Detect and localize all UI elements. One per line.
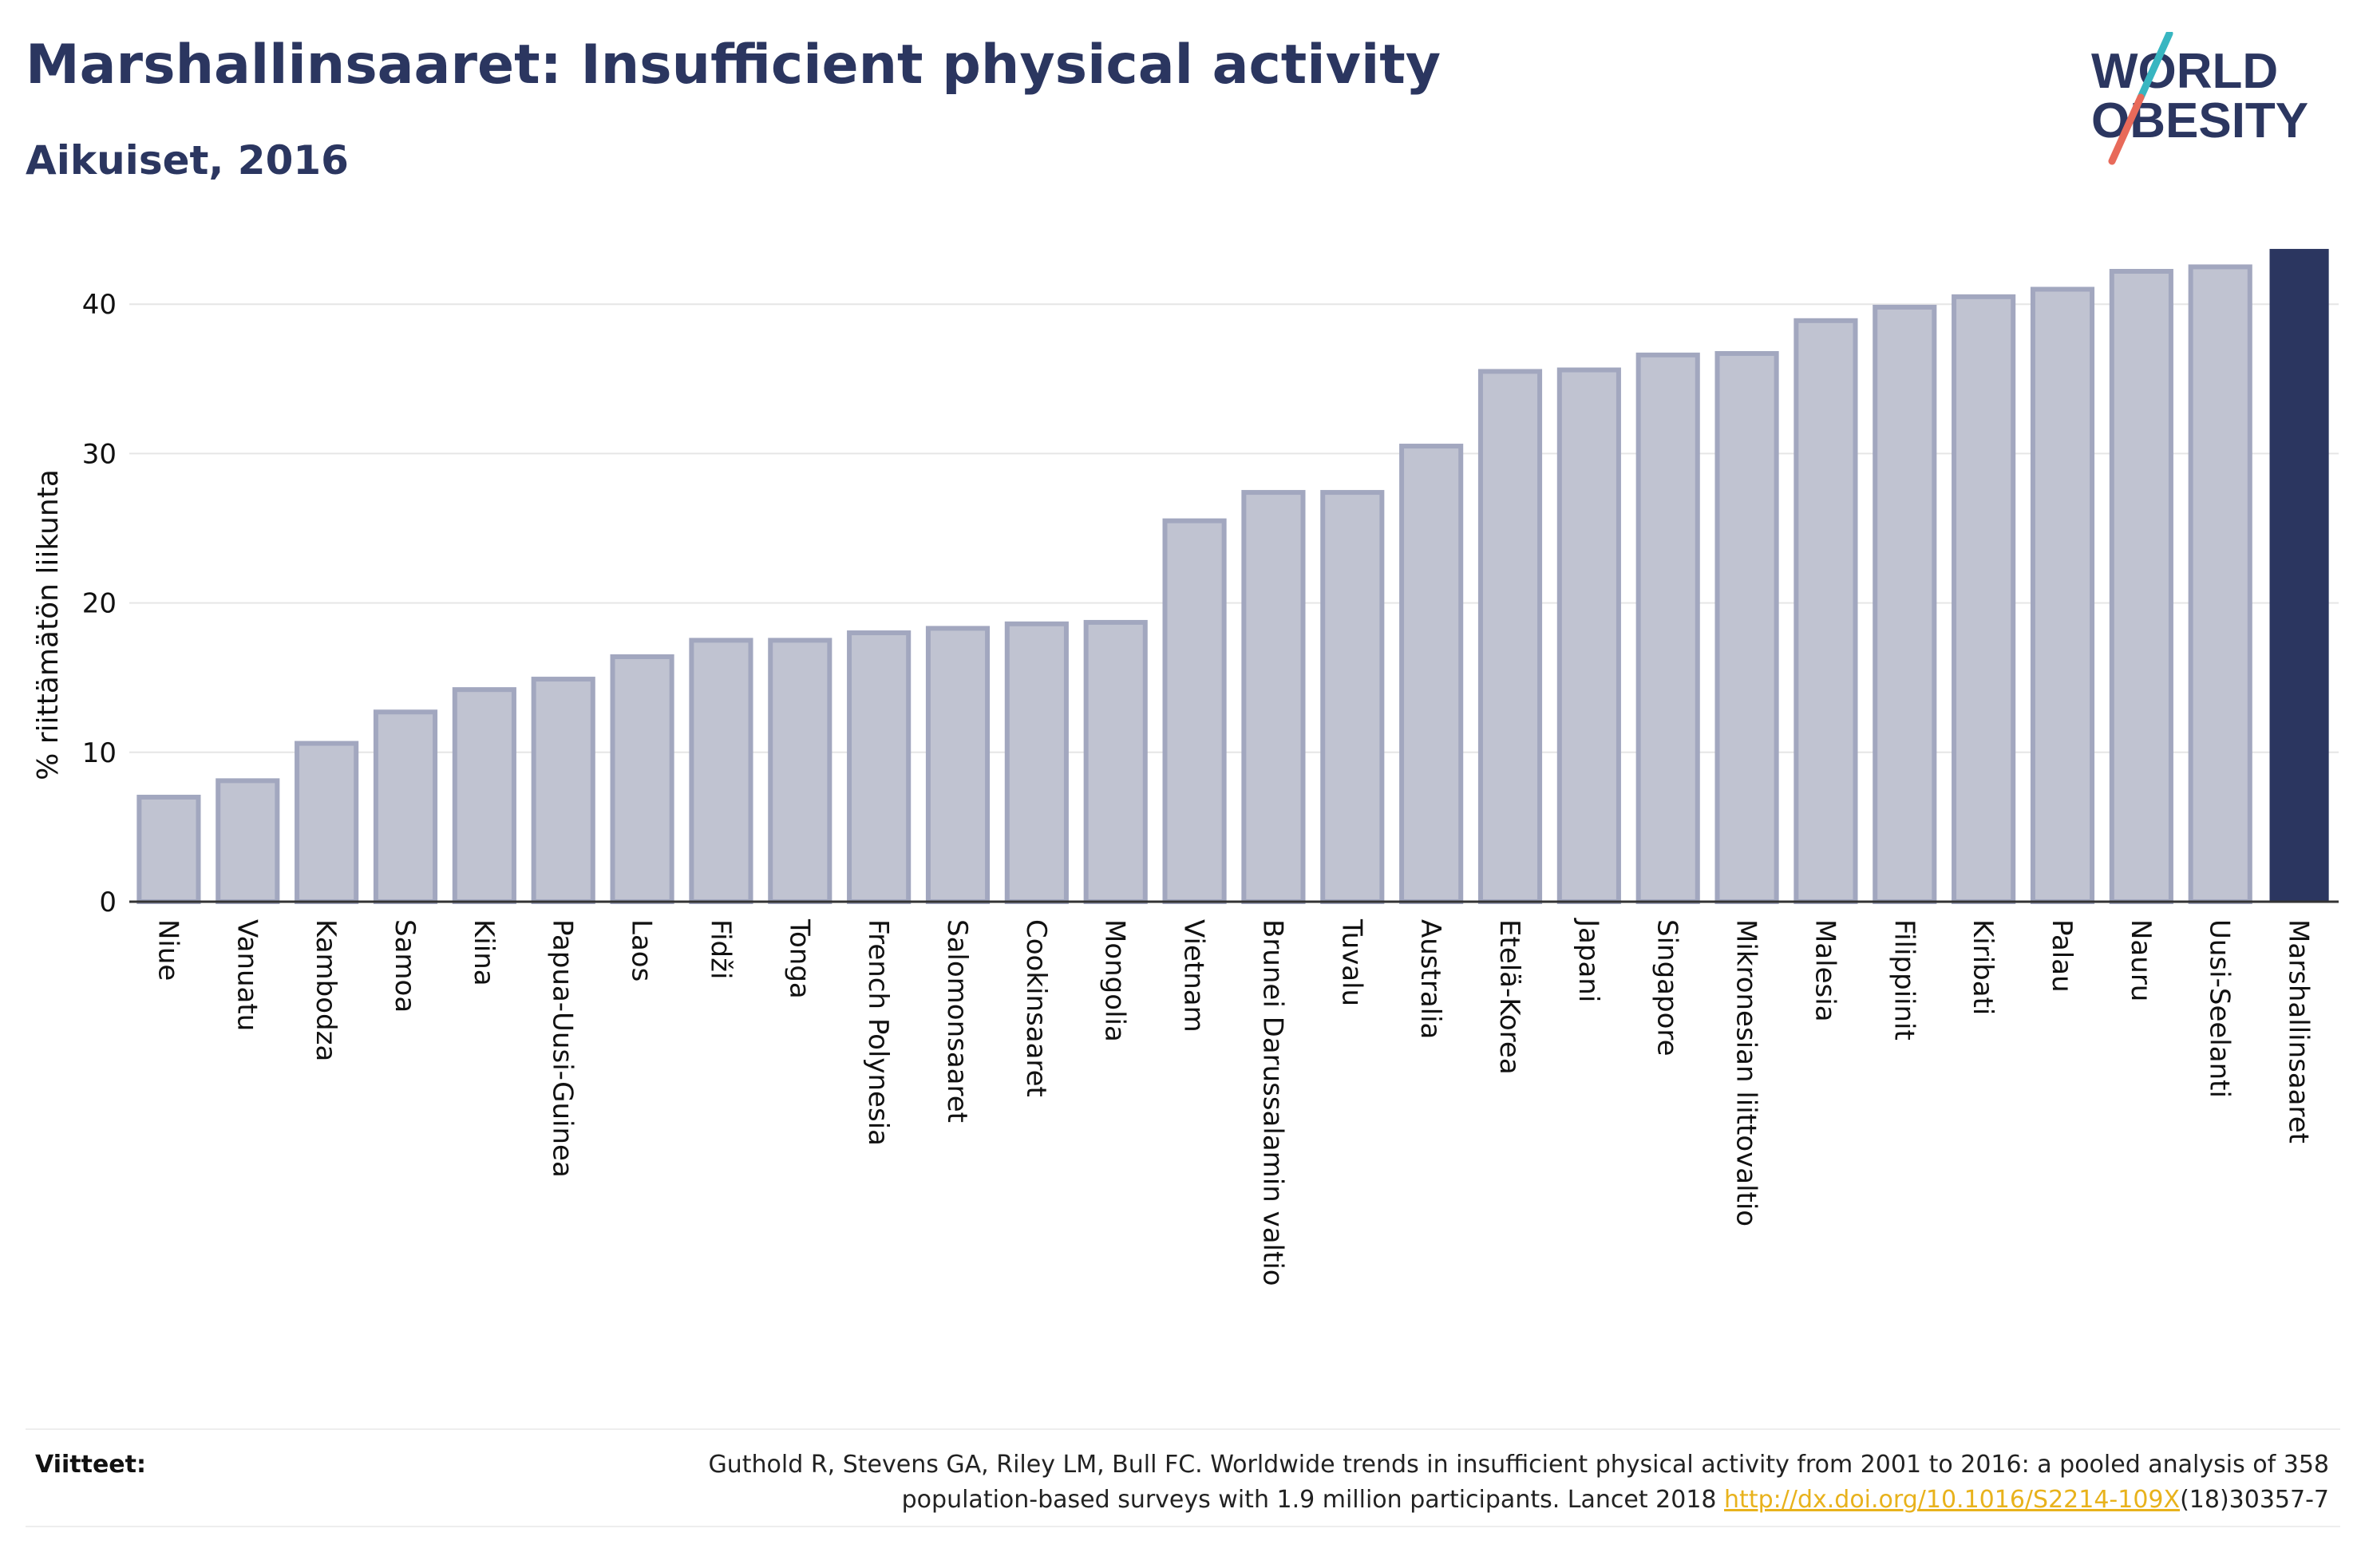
bar-brunei-darussalamin-valtio bbox=[1241, 490, 1306, 904]
world-obesity-logo: WORLD OBESITY bbox=[2091, 32, 2308, 165]
x-tick-label: Singapore bbox=[1651, 919, 1683, 1057]
references-line1: Guthold R, Stevens GA, Riley LM, Bull FC… bbox=[708, 1451, 2329, 1479]
x-tick-label: Vanuatu bbox=[231, 919, 263, 1031]
x-tick-label: Mikronesian liittovaltio bbox=[1730, 919, 1762, 1226]
y-tick-label: 40 bbox=[82, 289, 117, 321]
x-tick-label: Kambodza bbox=[310, 919, 342, 1061]
x-tick-label: French Polynesia bbox=[862, 919, 894, 1146]
references-divider-bottom bbox=[26, 1526, 2340, 1527]
x-tick-label: Palau bbox=[2046, 919, 2078, 993]
x-tick-label: Australia bbox=[1414, 919, 1446, 1039]
x-tick-label: Kiribati bbox=[1967, 919, 1999, 1015]
references-text: Guthold R, Stevens GA, Riley LM, Bull FC… bbox=[493, 1448, 2329, 1518]
bar-vietnam bbox=[1162, 518, 1227, 904]
x-tick-label: Cookinsaaret bbox=[1020, 919, 1052, 1097]
x-tick-label: Nauru bbox=[2125, 919, 2157, 1001]
bar-kiina bbox=[452, 687, 516, 905]
y-axis-label: % riittämätön liikunta bbox=[32, 469, 65, 780]
x-tick-label: Samoa bbox=[389, 919, 421, 1013]
y-tick-label: 10 bbox=[82, 737, 117, 769]
references-doi-link[interactable]: http://dx.doi.org/10.1016/S2214-109X bbox=[1724, 1486, 2181, 1514]
x-tick-label: Filippiinit bbox=[1888, 919, 1920, 1041]
x-tick-label: Laos bbox=[626, 919, 658, 981]
references-divider-top bbox=[26, 1428, 2340, 1430]
x-tick-label: Papua-Uusi-Guinea bbox=[547, 919, 579, 1178]
bar-nauru bbox=[2109, 269, 2173, 904]
bar-fid-i bbox=[689, 638, 753, 905]
x-tick-labels: Niue Vanuatu Kambodza Samoa Kiina Papua-Uusi-… bbox=[152, 918, 2314, 1286]
bar-tonga bbox=[768, 638, 832, 905]
x-tick-label: Salomonsaaret bbox=[941, 919, 973, 1123]
x-tick-label: Brunei Darussalamin valtio bbox=[1256, 919, 1288, 1286]
bar-singapore bbox=[1635, 352, 1700, 904]
bar-laos bbox=[610, 654, 674, 904]
bar-cookinsaaret bbox=[1004, 621, 1069, 904]
bar-salomonsaaret bbox=[925, 626, 991, 904]
bar-palau bbox=[2030, 286, 2095, 905]
x-tick-label: Kiina bbox=[468, 919, 500, 986]
y-tick-label: 30 bbox=[82, 438, 117, 470]
y-tick-label: 0 bbox=[99, 887, 117, 918]
x-tick-label: Tuvalu bbox=[1335, 918, 1367, 1006]
bar-kiribati bbox=[1952, 294, 2016, 904]
chart-subtitle: Aikuiset, 2016 bbox=[26, 137, 349, 184]
bar-french-polynesia bbox=[847, 630, 912, 904]
bar-samoa bbox=[373, 709, 438, 904]
x-tick-label: Uusi-Seelanti bbox=[2204, 919, 2236, 1098]
bar-mikronesian-liittovaltio bbox=[1714, 350, 1779, 904]
bar-etel-korea bbox=[1477, 369, 1543, 904]
bar-malesia bbox=[1793, 318, 1858, 904]
chart-title: Marshallinsaaret: Insufficient physical … bbox=[26, 34, 1442, 97]
bar-mongolia bbox=[1083, 619, 1148, 904]
bars bbox=[136, 248, 2329, 905]
bar-marshallinsaaret bbox=[2269, 248, 2329, 902]
x-tick-label: Vietnam bbox=[1178, 919, 1210, 1033]
x-tick-label: Etelä-Korea bbox=[1493, 919, 1525, 1075]
logo-slash-top bbox=[2137, 32, 2173, 101]
x-tick-label: Fidži bbox=[704, 919, 736, 979]
x-tick-label: Niue bbox=[152, 919, 184, 981]
bar-papua-uusi-guinea bbox=[531, 677, 595, 905]
y-tick-labels: 0 10 20 30 40 bbox=[82, 289, 117, 918]
bar-filippiinit bbox=[1873, 304, 1937, 905]
bar-japani bbox=[1556, 367, 1621, 904]
x-tick-label: Marshallinsaaret bbox=[2283, 919, 2315, 1143]
bar-uusi-seelanti bbox=[2188, 264, 2252, 904]
bar-kambodza bbox=[295, 741, 359, 904]
x-tick-label: Japani bbox=[1572, 918, 1604, 1002]
y-tick-label: 20 bbox=[82, 588, 117, 620]
bar-vanuatu bbox=[216, 778, 280, 904]
x-tick-label: Malesia bbox=[1809, 919, 1841, 1022]
logo-slash-bottom bbox=[2108, 93, 2145, 165]
references-line2-prefix: population-based surveys with 1.9 millio… bbox=[901, 1486, 1725, 1514]
bar-tuvalu bbox=[1320, 490, 1385, 904]
x-tick-label: Mongolia bbox=[1099, 919, 1131, 1042]
bar-niue bbox=[136, 794, 201, 905]
references-label: Viitteet: bbox=[35, 1451, 146, 1479]
references-line2-suffix: (18)30357-7 bbox=[2180, 1486, 2329, 1514]
x-tick-label: Tonga bbox=[783, 918, 815, 999]
bar-chart: 0 10 20 30 40 Niue Vanuatu Kambodza Samoa Kiina P… bbox=[32, 248, 2339, 1286]
logo-line1: WORLD bbox=[2091, 44, 2278, 99]
bar-australia bbox=[1399, 444, 1464, 904]
